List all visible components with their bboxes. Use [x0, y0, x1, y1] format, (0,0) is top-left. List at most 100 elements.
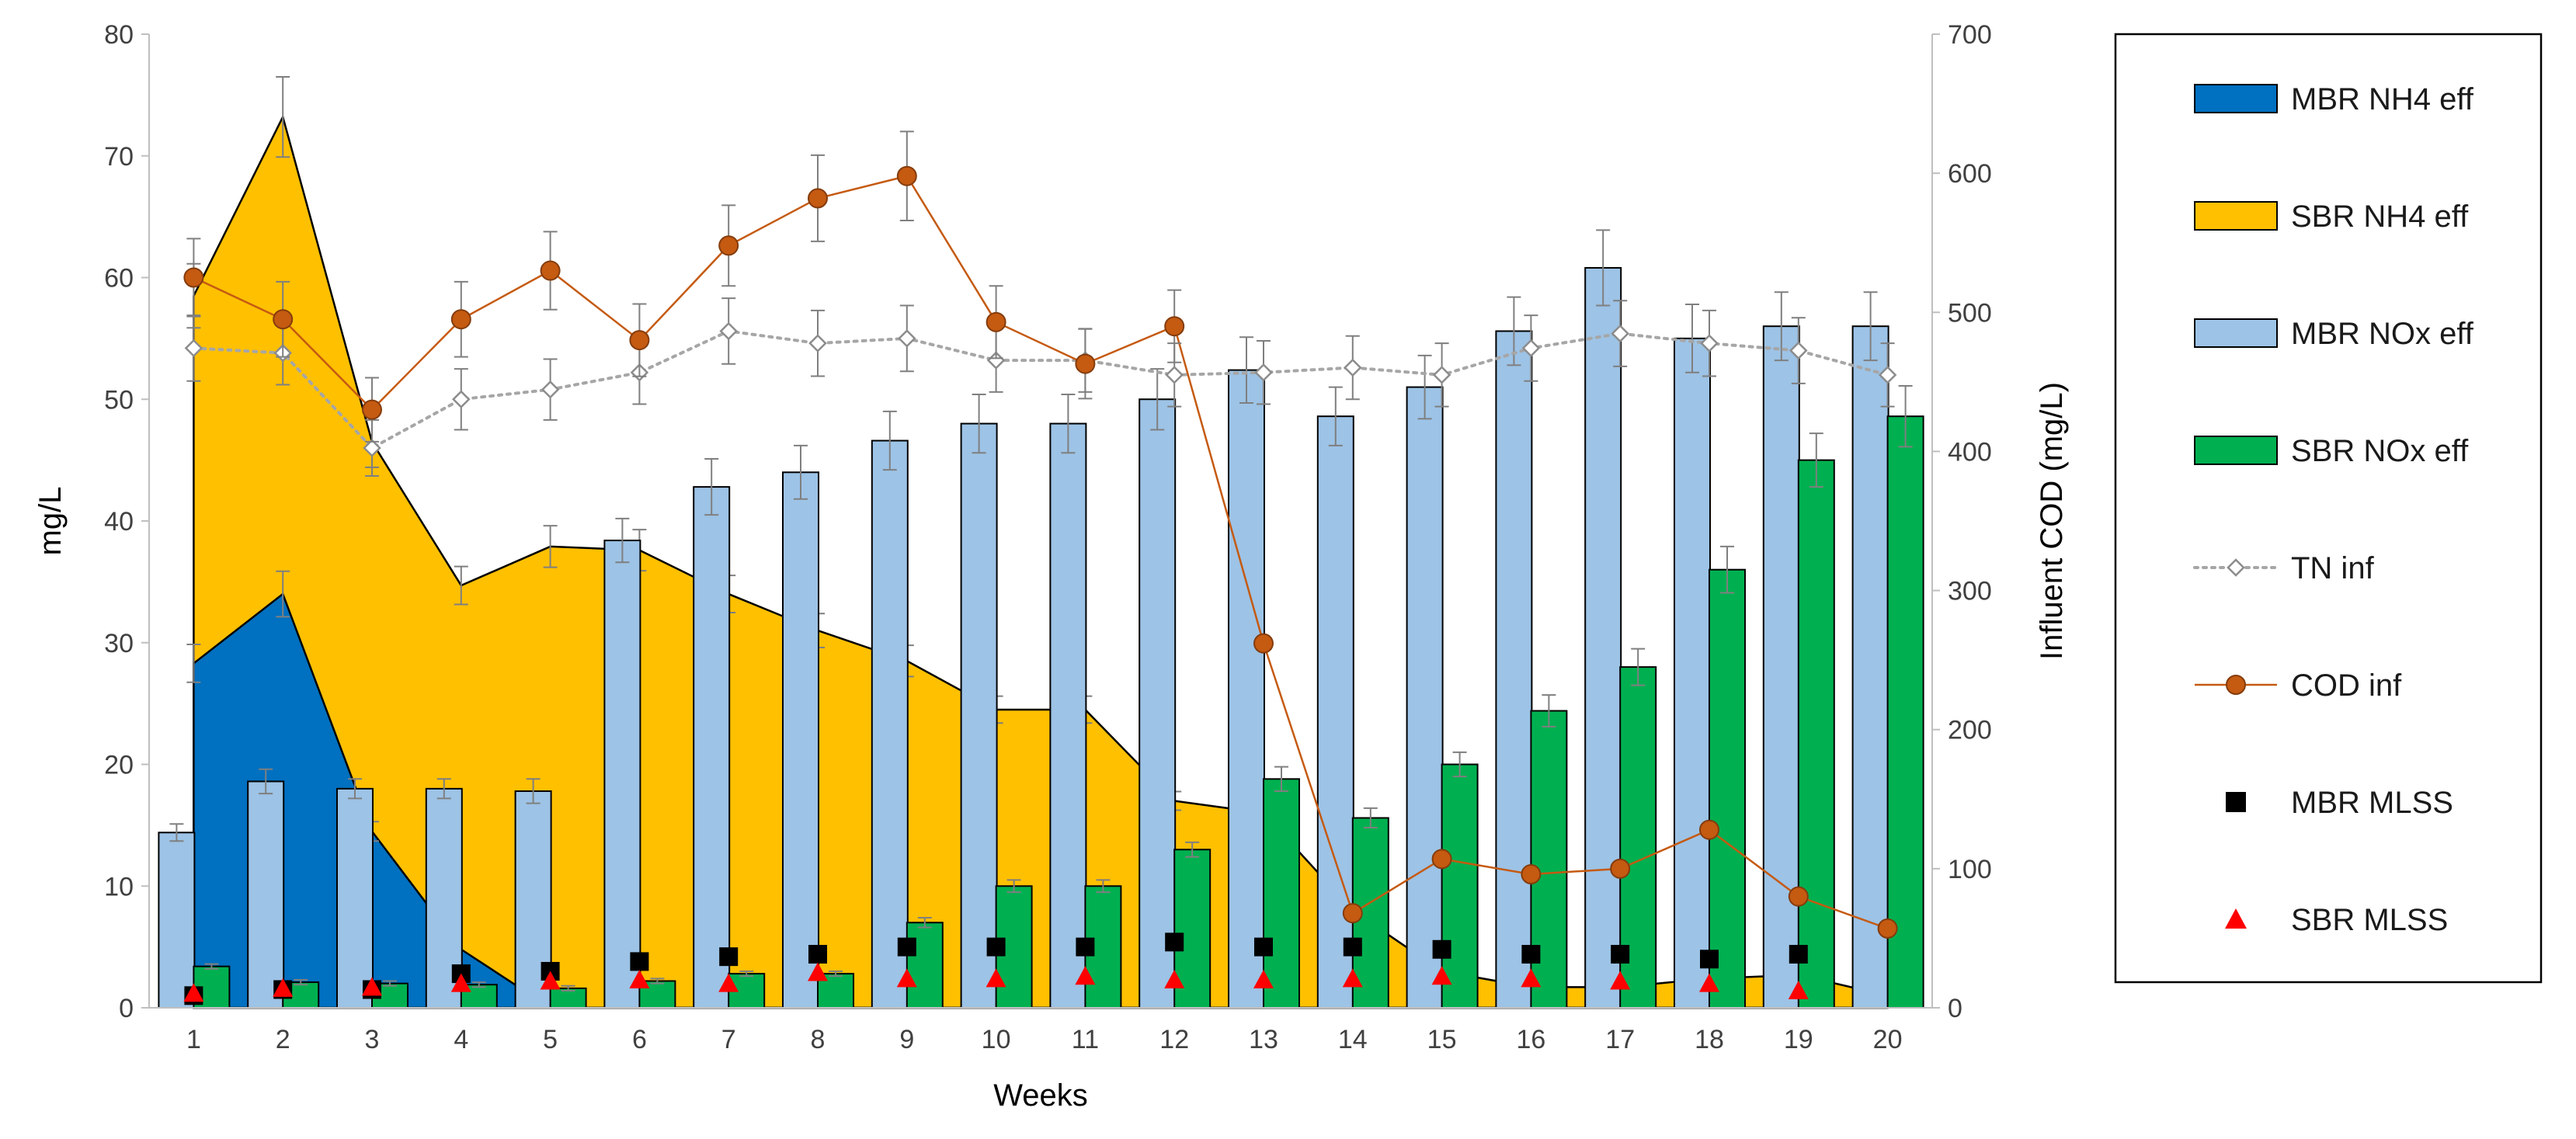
mbr-mlss-point-19: [1789, 945, 1808, 964]
y2-tick-label-200: 200: [1948, 716, 1992, 745]
mbr-nox-eff-bar-7: [693, 486, 731, 1009]
sbr-mlss-point-12: [1164, 969, 1185, 988]
y-tick-label-70: 70: [104, 142, 134, 172]
cod-inf-line: [193, 175, 1889, 930]
sbr-mlss-point-18: [1699, 973, 1719, 992]
tn-inf-point-14: [1344, 358, 1362, 377]
y-tick-label-80: 80: [104, 20, 134, 50]
sbr-mlss-point-8: [808, 962, 828, 981]
cod-inf-point-18: [1699, 819, 1719, 840]
mbr-nox-eff-bar-3: [336, 787, 374, 1009]
mbr-nox-eff-legend-label: MBR NOx eff: [2291, 317, 2474, 351]
mbr-nox-eff-bar-17: [1584, 266, 1622, 1009]
tn-inf-point-19: [1789, 341, 1808, 360]
cod-inf-point-8: [808, 188, 828, 209]
sbr-mlss-point-13: [1253, 969, 1274, 988]
cod-inf-point-6: [629, 330, 650, 351]
y-tick-label-0: 0: [119, 994, 134, 1023]
mbr-mlss-point-11: [1076, 937, 1095, 957]
mbr-mlss-legend-marker: [2226, 792, 2246, 812]
y-tick-label-60: 60: [104, 264, 134, 293]
mbr-nh4-eff-legend-label: MBR NH4 eff: [2291, 82, 2474, 116]
x-tick-label-11: 11: [1072, 1025, 1099, 1054]
mbr-mlss-point-10: [986, 937, 1006, 957]
sbr-nox-eff-bar-18: [1709, 568, 1746, 1009]
mbr-mlss-point-9: [897, 937, 916, 957]
cod-inf-legend-label: COD inf: [2291, 668, 2402, 703]
line-series-layer: [183, 130, 1898, 939]
mbr-nox-eff-bar-13: [1228, 369, 1265, 1009]
x-tick-label-5: 5: [543, 1025, 558, 1054]
tn-inf-point-8: [808, 334, 827, 352]
sbr-mlss-point-3: [362, 977, 382, 996]
cod-inf-point-4: [450, 309, 471, 330]
x-tick-label-7: 7: [721, 1025, 736, 1054]
sbr-mlss-point-4: [450, 973, 471, 992]
mbr-nox-eff-bar-9: [871, 439, 909, 1009]
tn-inf-point-15: [1432, 366, 1451, 384]
tn-inf-point-18: [1700, 334, 1719, 352]
sbr-nox-eff-bar-13: [1263, 778, 1300, 1009]
x-tick-label-2: 2: [276, 1025, 290, 1054]
tn-inf-point-1: [184, 339, 203, 358]
cod-inf-point-10: [986, 311, 1006, 332]
marker-series-layer: [183, 932, 1809, 1005]
tn-inf-point-17: [1611, 324, 1629, 343]
sbr-mlss-point-9: [896, 968, 917, 988]
y2-tick-label-300: 300: [1948, 577, 1992, 606]
y2-tick-label-600: 600: [1948, 159, 1992, 189]
sbr-nox-eff-bar-19: [1797, 459, 1835, 1009]
mbr-nox-eff-bar-2: [247, 780, 285, 1009]
cod-inf-point-17: [1610, 858, 1631, 879]
sbr-mlss-point-7: [718, 973, 739, 992]
tn-inf-point-13: [1254, 363, 1273, 382]
mbr-nox-eff-bar-14: [1316, 415, 1354, 1009]
bar-series-layer: [158, 229, 1924, 1009]
sbr-mlss-point-14: [1342, 968, 1363, 988]
mbr-mlss-point-15: [1432, 939, 1451, 959]
tn-inf-point-7: [719, 321, 738, 341]
mbr-mlss-point-16: [1521, 945, 1541, 964]
mbr-nox-eff-bar-1: [158, 832, 196, 1009]
mbr-nox-eff-bar-10: [960, 422, 998, 1009]
x-axis-title: Weeks: [993, 1078, 1088, 1113]
legend-box: [2114, 33, 2543, 984]
x-tick-label-18: 18: [1695, 1025, 1724, 1054]
y2-tick-label-100: 100: [1948, 855, 1992, 884]
sbr-nh4-eff-legend-label: SBR NH4 eff: [2291, 200, 2469, 234]
sbr-nox-eff-bar-20: [1886, 415, 1924, 1009]
mbr-nox-eff-legend-swatch: [2194, 318, 2278, 348]
cod-inf-point-19: [1788, 886, 1809, 907]
tn-inf-point-4: [452, 390, 471, 409]
y2-tick-label-0: 0: [1948, 994, 1962, 1023]
y-axis-title: mg/L: [33, 487, 68, 556]
mbr-nox-eff-bar-11: [1049, 422, 1087, 1009]
x-tick-label-4: 4: [454, 1025, 468, 1054]
y-tick-label-10: 10: [104, 872, 134, 901]
mbr-mlss-point-8: [808, 945, 827, 964]
tn-inf-point-20: [1878, 366, 1897, 384]
x-tick-label-17: 17: [1605, 1025, 1635, 1054]
x-tick-label-9: 9: [899, 1025, 914, 1054]
mbr-mlss-point-14: [1343, 937, 1362, 957]
tn-inf-point-9: [898, 329, 916, 348]
cod-inf-point-7: [718, 235, 739, 256]
tn-inf-legend-marker: [2227, 558, 2245, 577]
cod-inf-point-1: [183, 267, 204, 288]
tn-inf-point-3: [363, 439, 381, 457]
y-tick-label-50: 50: [104, 385, 134, 415]
y-tick-label-40: 40: [104, 507, 134, 537]
mbr-mlss-point-12: [1165, 932, 1184, 952]
mbr-nox-eff-bar-8: [782, 471, 819, 1009]
x-tick-label-1: 1: [186, 1025, 201, 1054]
sbr-mlss-point-19: [1788, 981, 1809, 1000]
mbr-nox-eff-bar-19: [1762, 325, 1800, 1009]
x-tick-label-14: 14: [1338, 1025, 1368, 1054]
mbr-mlss-point-6: [630, 952, 649, 971]
cod-inf-point-2: [273, 309, 294, 330]
x-tick-label-10: 10: [982, 1025, 1011, 1054]
sbr-mlss-legend-label: SBR MLSS: [2291, 903, 2448, 937]
cod-inf-point-15: [1431, 849, 1452, 870]
sbr-mlss-point-5: [540, 971, 561, 990]
